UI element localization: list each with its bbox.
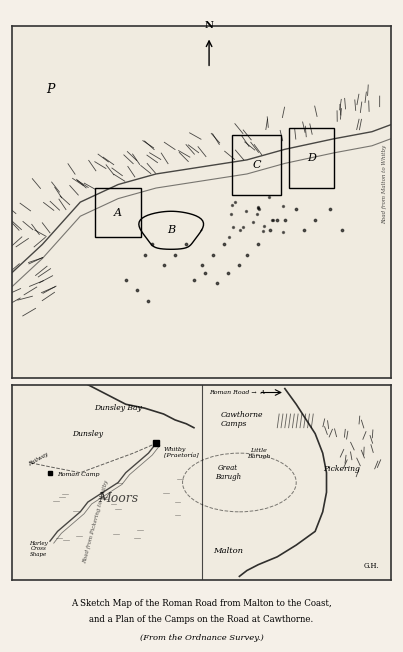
Point	[327, 204, 334, 215]
Point	[244, 250, 250, 260]
Point	[229, 200, 236, 211]
Point	[261, 220, 268, 231]
Text: P: P	[46, 83, 54, 96]
Text: Roman Road →  A: Roman Road → A	[209, 390, 265, 395]
Text: (From the Ordnance Survey.): (From the Ordnance Survey.)	[139, 634, 264, 642]
Point	[266, 192, 272, 202]
Bar	[289, 128, 334, 188]
Point	[268, 215, 275, 225]
Point	[230, 222, 236, 232]
Point	[301, 225, 307, 235]
Text: Whitby
[Praetoría]: Whitby [Praetoría]	[164, 447, 198, 458]
Point	[255, 239, 262, 250]
Point	[202, 267, 208, 278]
Point	[172, 250, 178, 260]
Text: Moors: Moors	[98, 492, 138, 505]
Point	[225, 267, 231, 278]
Point	[183, 239, 189, 250]
Point	[250, 217, 256, 228]
Point	[232, 197, 239, 207]
Point	[254, 209, 261, 219]
Text: Harley
Cross
Shape: Harley Cross Shape	[29, 541, 48, 557]
Point	[123, 274, 129, 285]
Text: Malton: Malton	[213, 547, 243, 555]
Point	[237, 225, 243, 235]
Point	[280, 201, 287, 211]
Point	[226, 231, 233, 242]
Point	[160, 260, 167, 271]
Point	[266, 225, 273, 235]
Text: A: A	[114, 208, 122, 218]
Point	[339, 225, 345, 235]
Point	[260, 226, 267, 236]
Point	[243, 206, 249, 216]
Point	[240, 222, 247, 232]
Point	[149, 239, 156, 250]
Point	[214, 278, 220, 288]
Point	[274, 215, 280, 225]
Point	[256, 204, 262, 215]
Text: N: N	[205, 21, 214, 29]
Bar	[232, 135, 281, 195]
Text: D: D	[307, 153, 316, 163]
Text: Dunsley: Dunsley	[73, 430, 103, 437]
Point	[282, 215, 288, 225]
Point	[134, 285, 140, 295]
Text: and a Plan of the Camps on the Road at Cawthorne.: and a Plan of the Camps on the Road at C…	[89, 615, 314, 624]
Point	[312, 215, 318, 225]
Point	[228, 209, 234, 219]
Text: Little
Barugh: Little Barugh	[247, 448, 270, 458]
Point	[236, 260, 243, 271]
Point	[198, 260, 205, 271]
Text: Great
Barugh: Great Barugh	[215, 464, 241, 481]
Text: Pickering: Pickering	[323, 465, 359, 473]
Point	[221, 239, 227, 250]
Text: Road from Malton to Whitby: Road from Malton to Whitby	[382, 145, 387, 224]
Text: C: C	[252, 160, 261, 170]
Point	[210, 250, 216, 260]
Text: Roman Camp: Roman Camp	[58, 472, 100, 477]
Text: Road from Pickering to Whitby: Road from Pickering to Whitby	[82, 479, 109, 564]
Text: A Sketch Map of the Roman Road from Malton to the Coast,: A Sketch Map of the Roman Road from Malt…	[71, 599, 332, 608]
Text: B: B	[167, 226, 175, 235]
Point	[255, 202, 262, 213]
Point	[270, 215, 276, 225]
Text: Railway: Railway	[27, 451, 49, 467]
Bar	[96, 188, 141, 237]
Text: Cawthorne
Camps: Cawthorne Camps	[220, 411, 263, 428]
Point	[145, 295, 152, 306]
Point	[293, 204, 299, 215]
Text: Dunsley Bay: Dunsley Bay	[94, 404, 142, 412]
Point	[191, 274, 197, 285]
Text: G.H.: G.H.	[364, 563, 380, 570]
Point	[280, 227, 286, 237]
Point	[141, 250, 148, 260]
Point	[254, 203, 261, 213]
